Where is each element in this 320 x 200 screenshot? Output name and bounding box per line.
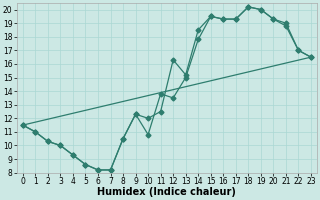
X-axis label: Humidex (Indice chaleur): Humidex (Indice chaleur)	[98, 187, 236, 197]
